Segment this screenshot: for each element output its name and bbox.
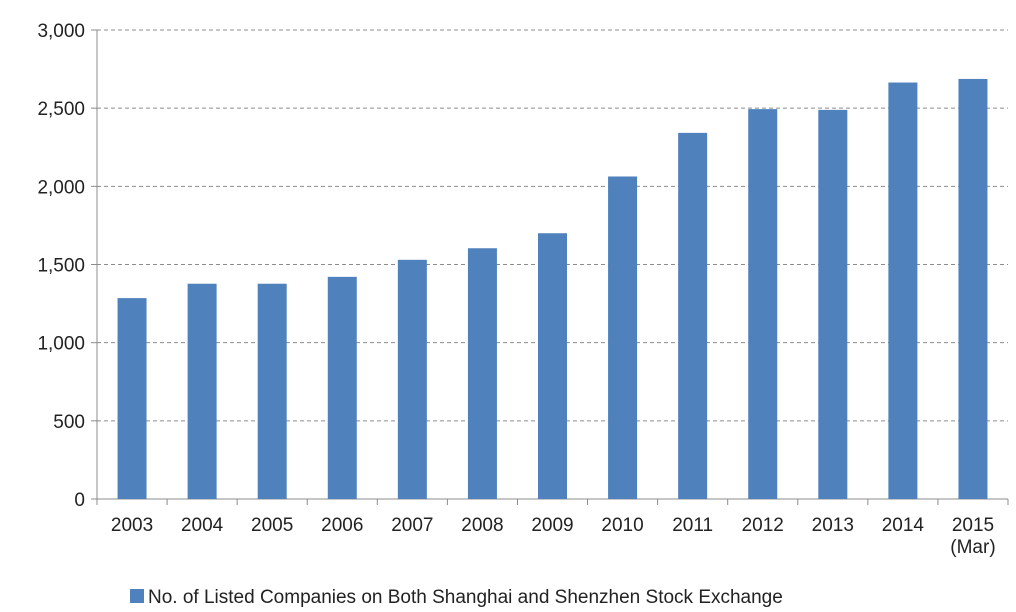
x-tick-label: 2006 bbox=[321, 515, 363, 536]
x-tick-label: 2015 (Mar) bbox=[950, 515, 995, 558]
bar bbox=[748, 109, 778, 499]
bar bbox=[958, 78, 988, 499]
legend: No. of Listed Companies on Both Shanghai… bbox=[130, 587, 783, 608]
bar bbox=[117, 298, 147, 499]
x-tick-label: 2011 bbox=[672, 515, 713, 536]
x-tick-label: 2005 bbox=[251, 515, 293, 536]
x-tick-label: 2003 bbox=[111, 515, 153, 536]
x-tick-label: 2010 bbox=[601, 515, 643, 536]
y-tick-label: 1,500 bbox=[37, 256, 85, 277]
y-tick-label: 1,000 bbox=[37, 334, 85, 355]
x-tick-label: 2012 bbox=[742, 515, 784, 536]
y-tick-label: 2,500 bbox=[37, 99, 85, 120]
y-tick-label: 0 bbox=[74, 490, 85, 511]
bar bbox=[327, 276, 357, 499]
x-tick-label: 2004 bbox=[181, 515, 224, 536]
x-tick-label: 2007 bbox=[391, 515, 433, 536]
bar bbox=[888, 82, 918, 499]
y-tick-label: 2,000 bbox=[37, 177, 85, 198]
bar bbox=[538, 233, 567, 499]
bar bbox=[818, 109, 848, 500]
bar bbox=[187, 283, 217, 499]
x-tick-labels: 2003 2004 2005 2006 2007 2008 2009 2010 2011 2012… bbox=[111, 515, 996, 558]
y-tick-label: 500 bbox=[53, 412, 85, 433]
x-tick-label: 2013 bbox=[812, 515, 854, 536]
bar bbox=[467, 248, 497, 499]
bar bbox=[257, 283, 287, 499]
x-tick-label: 2014 bbox=[882, 515, 925, 536]
bar bbox=[397, 259, 427, 499]
x-tick-label: 2008 bbox=[461, 515, 503, 536]
bars bbox=[117, 78, 988, 500]
legend-label: No. of Listed Companies on Both Shanghai… bbox=[148, 587, 783, 608]
bar bbox=[678, 132, 708, 499]
legend-swatch bbox=[130, 589, 144, 603]
x-tick-label: 2009 bbox=[531, 515, 573, 536]
bar bbox=[608, 176, 638, 500]
y-tick-label: 3,000 bbox=[37, 21, 85, 42]
y-tick-labels: 0 500 1,000 1,500 2,000 2,500 3,000 bbox=[37, 21, 85, 511]
